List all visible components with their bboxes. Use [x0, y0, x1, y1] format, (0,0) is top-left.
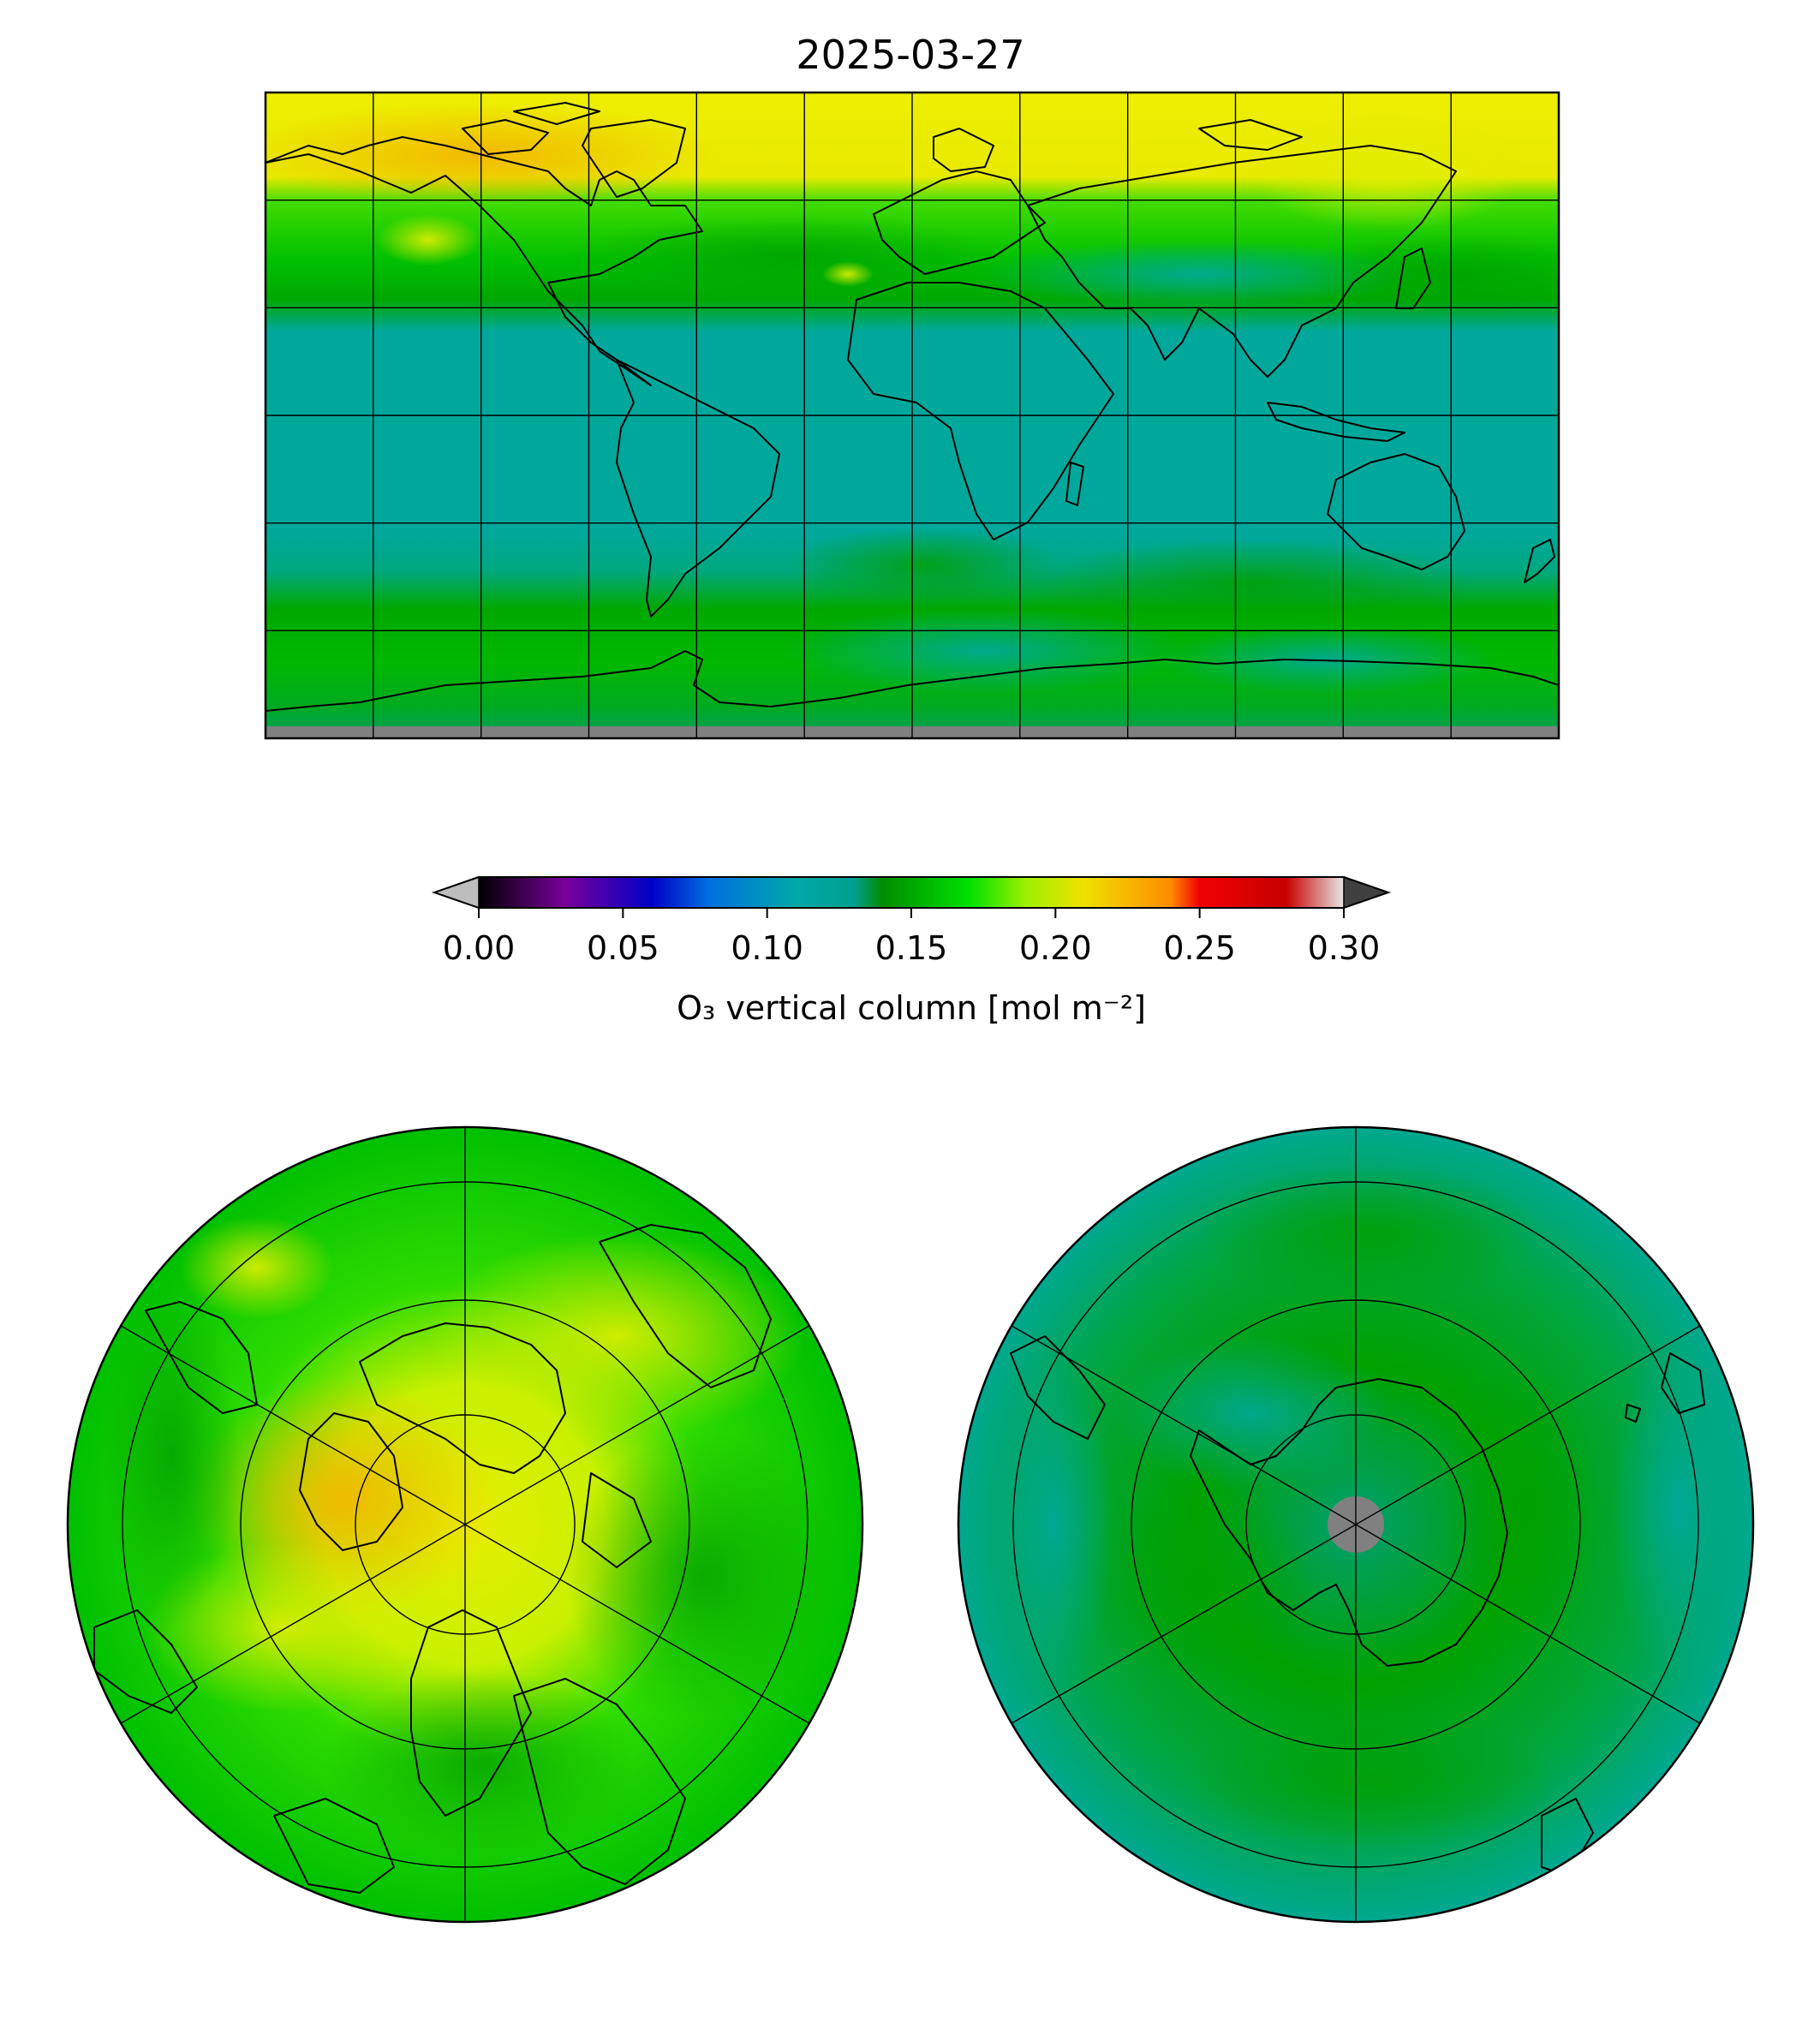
- colorbar-tick-label: 0.25: [1163, 929, 1236, 967]
- south-polar-map: [957, 1125, 1755, 1924]
- north-polar-frame: [66, 1125, 864, 1924]
- colorbar-tick-label: 0.20: [1019, 929, 1092, 967]
- global-map-frame: [264, 91, 1560, 740]
- colorbar-tick-label: 0.30: [1308, 929, 1381, 967]
- south-polar-gridlines: [1011, 1127, 1701, 1922]
- north-polar-gridlines: [120, 1127, 810, 1922]
- north-polar-map: [66, 1125, 864, 1924]
- north-polar-coastlines: [93, 1224, 772, 1894]
- colorbar-ticks: 0.00 0.05 0.10 0.15 0.20 0.25 0.30: [443, 908, 1381, 967]
- colorbar-body: [479, 877, 1344, 908]
- colorbar-under-extension: [432, 875, 480, 910]
- global-map: [264, 91, 1560, 740]
- colorbar-over-extension: [1343, 875, 1391, 910]
- colorbar-tick-label: 0.05: [587, 929, 659, 967]
- global-gridlines: [266, 92, 1559, 738]
- colorbar-tick-label: 0.15: [875, 929, 948, 967]
- colorbar-tick-label: 0.00: [443, 929, 516, 967]
- south-polar-frame: [957, 1125, 1755, 1924]
- colorbar-tick-label: 0.10: [731, 929, 803, 967]
- colorbar: 0.00 0.05 0.10 0.15 0.20 0.25 0.30 O₃ vertical…: [431, 875, 1392, 1027]
- colorbar-label: O₃ vertical column [mol m⁻²]: [677, 989, 1146, 1027]
- global-coastlines: [266, 102, 1559, 712]
- figure-title: 2025-03-27: [796, 32, 1024, 78]
